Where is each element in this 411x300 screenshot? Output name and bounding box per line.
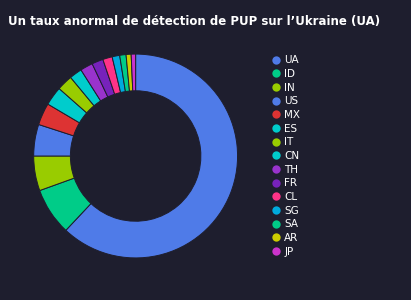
- Legend: UA, ID, IN, US, MX, ES, IT, CN, TH, FR, CL, SG, SA, AR, JP: UA, ID, IN, US, MX, ES, IT, CN, TH, FR, …: [272, 53, 302, 259]
- Wedge shape: [92, 59, 115, 97]
- Wedge shape: [39, 104, 79, 136]
- Text: Un taux anormal de détection de PUP sur l’Ukraine (UA): Un taux anormal de détection de PUP sur …: [8, 15, 380, 28]
- Wedge shape: [81, 64, 108, 101]
- Wedge shape: [103, 57, 120, 94]
- Wedge shape: [66, 54, 238, 258]
- Wedge shape: [71, 70, 101, 106]
- Wedge shape: [131, 54, 136, 91]
- Wedge shape: [126, 54, 133, 91]
- Wedge shape: [48, 88, 87, 123]
- Wedge shape: [112, 55, 125, 92]
- Wedge shape: [34, 124, 74, 156]
- Wedge shape: [40, 178, 91, 230]
- Wedge shape: [34, 156, 74, 190]
- Wedge shape: [59, 77, 94, 113]
- Wedge shape: [120, 55, 129, 92]
